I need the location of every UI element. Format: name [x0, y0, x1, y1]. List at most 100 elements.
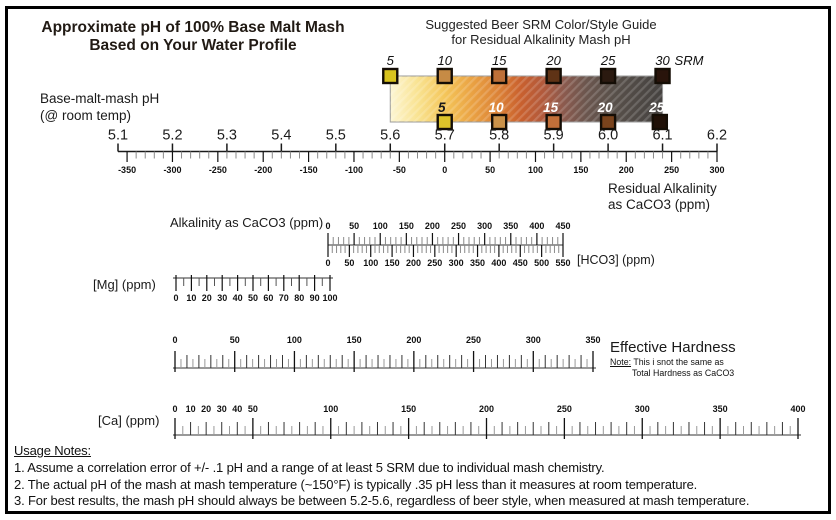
alkalinity-tick-label: 100 — [373, 221, 388, 231]
ph-tick-label: 6.0 — [598, 128, 618, 144]
ca-tick-label: 50 — [248, 404, 258, 414]
chart-title-line1: Approximate pH of 100% Base Malt Mash — [41, 19, 345, 36]
residual-alkalinity-label: Residual Alkalinity as CaCO3 (ppm) — [608, 181, 717, 213]
hardness-tick-label: 150 — [347, 335, 362, 345]
ra-tick-label: -50 — [393, 165, 406, 175]
chart-title-line2: Based on Your Water Profile — [89, 37, 297, 54]
ca-tick-label: 10 — [186, 404, 196, 414]
ra-tick-label: 300 — [709, 165, 724, 175]
ca-tick-label: 100 — [323, 404, 338, 414]
mg-tick-label: 20 — [202, 293, 212, 303]
base-malt-ph-label-line1: Base-malt-mash pH — [40, 91, 160, 106]
ra-tick-label: 150 — [573, 165, 588, 175]
hco3-tick-label: 550 — [555, 258, 570, 268]
ph-tick-label: 5.2 — [162, 128, 182, 144]
ph-tick-label: 5.7 — [435, 128, 455, 144]
srm-gradient-hatch — [390, 76, 663, 122]
ca-tick-label: 200 — [479, 404, 494, 414]
ra-tick-label: -250 — [209, 165, 227, 175]
hco3-tick-label: 300 — [449, 258, 464, 268]
ph-tick-label: 5.4 — [271, 128, 291, 144]
effective-hardness-note: Note: This i snot the same as Total Hard… — [610, 357, 734, 378]
srm-swatch-top — [599, 67, 617, 85]
mg-tick-label: 30 — [217, 293, 227, 303]
srm-swatch-bottom-label: 15 — [543, 100, 559, 115]
srm-swatch-top-label: 15 — [492, 53, 507, 68]
srm-swatch-bottom — [436, 113, 453, 131]
hco3-tick-label: 50 — [344, 258, 354, 268]
mg-tick-label: 0 — [173, 293, 178, 303]
ra-tick-label: -350 — [118, 165, 136, 175]
ph-tick-label: 6.2 — [707, 128, 727, 144]
ph-tick-label: 5.8 — [489, 128, 509, 144]
ca-tick-label: 350 — [713, 404, 728, 414]
ra-tick-label: -200 — [254, 165, 272, 175]
hco3-tick-label: 150 — [385, 258, 400, 268]
hco3-tick-label: 250 — [427, 258, 442, 268]
mg-tick-label: 50 — [248, 293, 258, 303]
base-malt-ph-label: Base-malt-mash pH (@ room temp) — [40, 90, 159, 124]
alkalinity-tick-label: 300 — [477, 221, 492, 231]
srm-swatch-bottom — [599, 113, 617, 131]
hco3-label: [HCO3] (ppm) — [577, 253, 655, 267]
srm-guide-title-line2: for Residual Alkalinity Mash pH — [451, 32, 631, 47]
hardness-tick-label: 0 — [172, 335, 177, 345]
srm-swatch-bottom-label: 5 — [438, 100, 446, 115]
alkalinity-tick-label: 250 — [451, 221, 466, 231]
hardness-tick-label: 300 — [526, 335, 541, 345]
chart-title: Approximate pH of 100% Base Malt Mash Ba… — [40, 19, 346, 55]
ca-tick-label: 30 — [217, 404, 227, 414]
hardness-tick-label: 200 — [406, 335, 421, 345]
alkalinity-tick-label: 400 — [529, 221, 544, 231]
srm-swatch-bottom — [490, 113, 508, 131]
alkalinity-tick-label: 50 — [349, 221, 359, 231]
alkalinity-tick-label: 0 — [325, 221, 330, 231]
note-label: Note: — [610, 357, 632, 367]
mg-tick-label: 100 — [322, 293, 337, 303]
srm-swatch-top-label: 5 — [387, 53, 395, 68]
srm-swatch-bottom-label: 20 — [597, 100, 614, 115]
base-malt-ph-label-line2: (@ room temp) — [40, 108, 131, 123]
srm-swatch-top — [490, 67, 508, 85]
hco3-tick-label: 0 — [325, 258, 330, 268]
ca-tick-label: 40 — [232, 404, 242, 414]
srm-swatch-top — [545, 67, 562, 85]
hco3-tick-label: 350 — [470, 258, 485, 268]
ca-tick-label: 400 — [790, 404, 805, 414]
ra-tick-label: 100 — [528, 165, 543, 175]
srm-unit-label: SRM — [675, 53, 704, 68]
srm-swatch-bottom-label: 10 — [489, 100, 505, 115]
alkalinity-tick-label: 200 — [425, 221, 440, 231]
effective-hardness-note-line2: Total Hardness as CaCO3 — [632, 367, 735, 378]
ra-tick-label: 250 — [664, 165, 679, 175]
mg-label: [Mg] (ppm) — [93, 277, 156, 292]
srm-guide-title: Suggested Beer SRM Color/Style Guide for… — [398, 17, 684, 47]
note-text: This i snot the same as — [631, 357, 724, 367]
mg-tick-label: 90 — [310, 293, 320, 303]
hardness-tick-label: 50 — [230, 335, 240, 345]
srm-guide-title-line1: Suggested Beer SRM Color/Style Guide — [425, 17, 657, 32]
residual-alkalinity-label-line1: Residual Alkalinity — [608, 181, 717, 196]
ra-tick-label: 200 — [619, 165, 634, 175]
srm-swatch-top-label: 30 — [655, 53, 670, 68]
ca-tick-label: 20 — [201, 404, 211, 414]
ca-tick-label: 0 — [172, 404, 177, 414]
ra-tick-label: -150 — [300, 165, 318, 175]
srm-swatch-top-label: 20 — [545, 53, 561, 68]
mg-tick-label: 10 — [186, 293, 196, 303]
hco3-tick-label: 500 — [534, 258, 549, 268]
srm-swatch-bottom — [651, 113, 669, 131]
ra-tick-label: 0 — [442, 165, 447, 175]
ph-tick-label: 5.1 — [108, 128, 128, 144]
usage-notes-heading: Usage Notes: — [14, 443, 91, 458]
alkalinity-tick-label: 150 — [399, 221, 414, 231]
mg-tick-label: 40 — [233, 293, 243, 303]
ca-tick-label: 300 — [635, 404, 650, 414]
usage-note-2: 2. The actual pH of the mash at mash tem… — [14, 476, 698, 492]
hco3-tick-label: 200 — [406, 258, 421, 268]
hardness-tick-label: 100 — [287, 335, 302, 345]
mg-tick-label: 80 — [294, 293, 304, 303]
srm-swatch-top-label: 10 — [437, 53, 452, 68]
srm-swatch-top — [654, 67, 671, 85]
